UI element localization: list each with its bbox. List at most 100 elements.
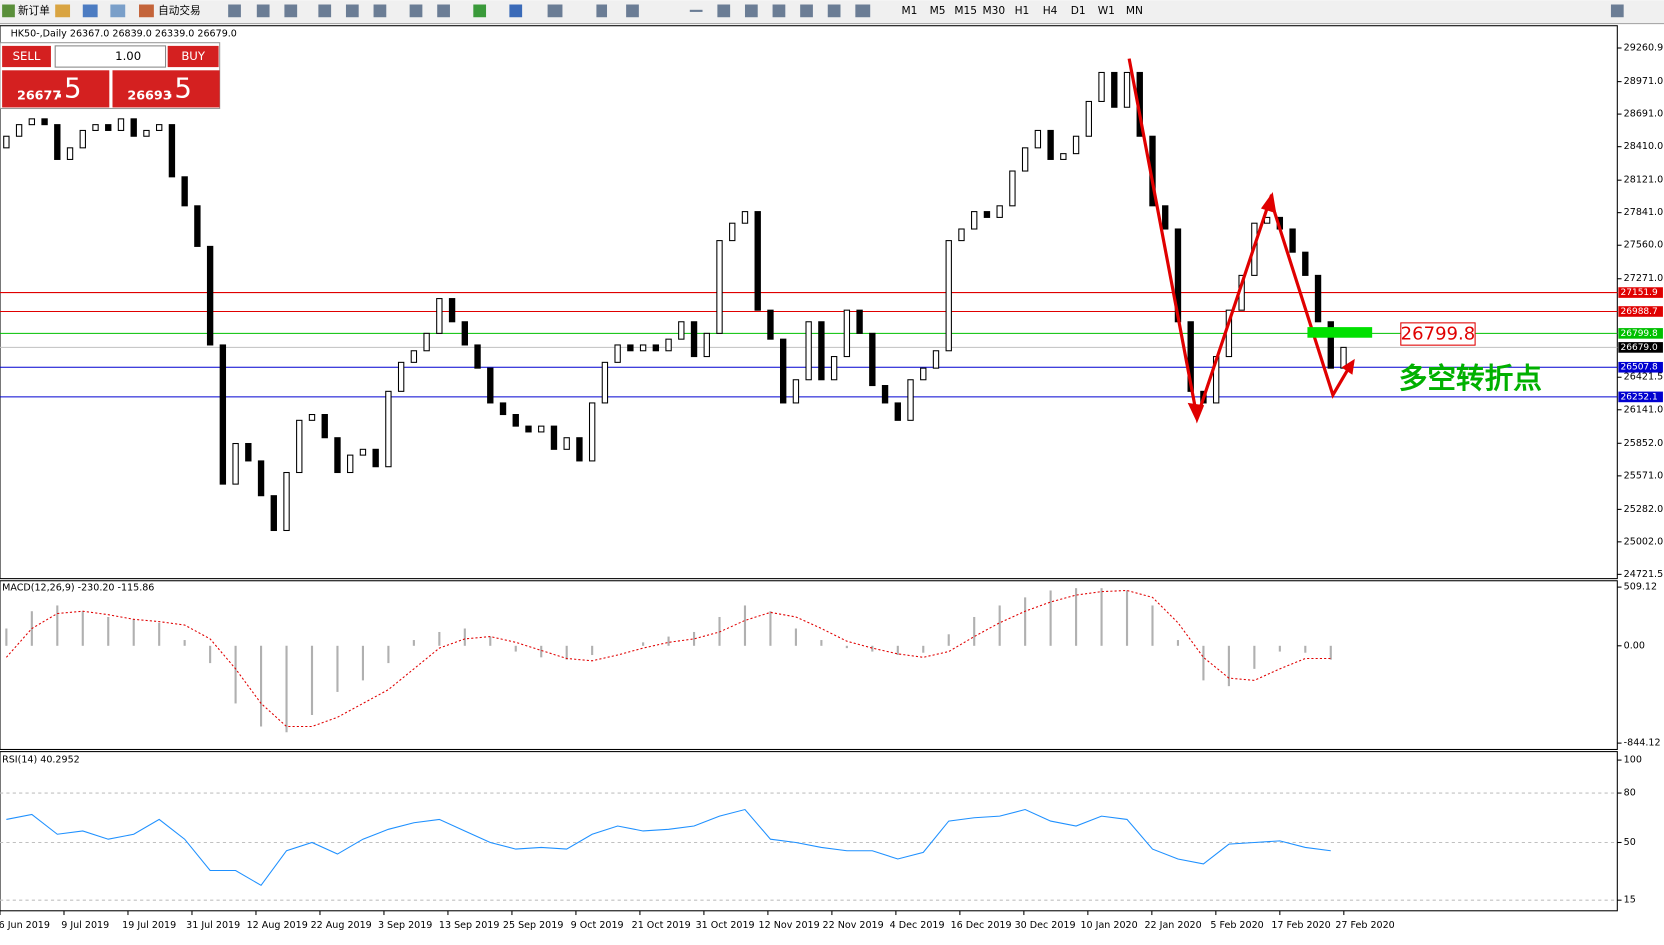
auto-trade[interactable]: 自动交易 xyxy=(158,4,200,17)
icon[interactable] xyxy=(55,4,71,18)
candle xyxy=(1060,153,1067,160)
candle xyxy=(359,448,367,456)
sell-button[interactable] xyxy=(2,45,51,68)
buy-button[interactable] xyxy=(167,45,219,68)
ask-price[interactable]: 26693 xyxy=(127,88,171,103)
timeframe[interactable]: M1 xyxy=(902,4,918,17)
timeframe[interactable]: M15 xyxy=(954,4,977,17)
rsi-panel xyxy=(0,751,1618,912)
y-tick-label: 28410.0 xyxy=(1624,141,1663,152)
candle xyxy=(1034,129,1042,149)
icon[interactable] xyxy=(318,4,332,18)
candle xyxy=(181,176,188,207)
candle xyxy=(66,147,74,160)
main-panel xyxy=(0,25,1618,580)
chart-header: HK50-,Daily 26367.0 26839.0 26339.0 2667… xyxy=(11,29,237,40)
candle xyxy=(245,442,252,462)
icon[interactable] xyxy=(409,4,423,18)
candle xyxy=(296,419,303,474)
timeframe[interactable]: D1 xyxy=(1071,4,1086,17)
level-box xyxy=(1618,287,1663,298)
candle xyxy=(1098,71,1105,102)
icon[interactable] xyxy=(717,4,731,18)
candle xyxy=(907,379,914,421)
candle xyxy=(932,350,940,369)
icon[interactable] xyxy=(256,4,270,18)
candle xyxy=(792,379,800,404)
y-tick-label: 100 xyxy=(1624,755,1642,766)
lots[interactable]: 1.00 xyxy=(115,49,141,63)
bid-tail[interactable]: .5 xyxy=(55,71,81,104)
buy-label[interactable]: BUY xyxy=(181,49,206,63)
icon[interactable] xyxy=(473,4,487,18)
x-tick-label: 31 Jul 2019 xyxy=(186,920,240,931)
candle xyxy=(1289,228,1296,253)
icon[interactable] xyxy=(547,4,563,18)
sell-label[interactable]: SELL xyxy=(13,49,41,63)
icon[interactable] xyxy=(855,4,871,18)
icon[interactable] xyxy=(689,9,703,12)
annotation-text: 多空转折点 xyxy=(1399,361,1542,395)
new-order[interactable]: 新订单 xyxy=(18,4,50,17)
candle xyxy=(321,414,328,439)
timeframe[interactable]: W1 xyxy=(1098,4,1115,17)
macd-signal xyxy=(5,589,1331,728)
icon[interactable] xyxy=(2,4,15,18)
candle xyxy=(512,414,519,427)
candle xyxy=(729,222,736,242)
candle xyxy=(28,118,36,126)
timeframe[interactable]: H1 xyxy=(1015,4,1030,17)
candle xyxy=(754,211,761,311)
icon[interactable] xyxy=(437,4,450,18)
bid-price[interactable]: 26677 xyxy=(17,88,61,103)
level-box xyxy=(1618,342,1663,353)
x-tick-label: 19 Jul 2019 xyxy=(122,920,176,931)
icon[interactable] xyxy=(827,4,841,18)
candle xyxy=(550,425,558,450)
x-tick-label: 12 Aug 2019 xyxy=(247,920,308,931)
level-label: 26988.7 xyxy=(1620,307,1657,317)
lots-input[interactable] xyxy=(54,45,167,68)
timeframes: M1 M5 M15 M30 H1 H4 D1 W1 MN xyxy=(902,4,1143,17)
candle xyxy=(1123,71,1131,108)
icon[interactable] xyxy=(345,4,359,18)
icon[interactable] xyxy=(772,4,786,18)
icon[interactable] xyxy=(139,4,154,18)
candle xyxy=(283,471,290,532)
ask-box[interactable] xyxy=(112,70,220,108)
ask-tail[interactable]: .5 xyxy=(166,71,192,104)
candle xyxy=(156,124,163,131)
timeframe[interactable]: M5 xyxy=(930,4,946,17)
icon[interactable] xyxy=(82,4,98,18)
price-callout xyxy=(1400,322,1476,346)
y-tick-label: 15 xyxy=(1624,895,1636,906)
x-tick-label: 12 Nov 2019 xyxy=(759,920,820,931)
candle xyxy=(41,118,48,126)
candle xyxy=(588,402,596,462)
icon[interactable] xyxy=(596,4,608,18)
candle xyxy=(971,211,978,230)
level-label: 27151.9 xyxy=(1620,288,1658,298)
icon[interactable] xyxy=(800,4,813,18)
icon[interactable] xyxy=(228,4,241,18)
y-tick-label: 25282.0 xyxy=(1624,504,1663,515)
icon[interactable] xyxy=(373,4,387,18)
x-tick-label: 3 Sep 2019 xyxy=(378,920,432,931)
arrowhead xyxy=(1341,358,1355,375)
candle xyxy=(665,338,672,352)
timeframe[interactable]: MN xyxy=(1126,4,1143,17)
x-tick-label: 26 Jun 2019 xyxy=(0,920,50,931)
candle xyxy=(716,240,723,334)
timeframe[interactable]: M30 xyxy=(983,4,1006,17)
icon[interactable] xyxy=(110,4,126,18)
icon[interactable] xyxy=(509,4,523,18)
icon[interactable] xyxy=(744,4,758,18)
timeframe[interactable]: H4 xyxy=(1043,4,1058,17)
icon[interactable] xyxy=(284,4,298,18)
icon[interactable] xyxy=(626,4,639,18)
candle xyxy=(538,425,545,433)
candle xyxy=(436,298,443,334)
search-icon[interactable] xyxy=(1610,4,1624,18)
bid-box[interactable] xyxy=(2,70,110,108)
